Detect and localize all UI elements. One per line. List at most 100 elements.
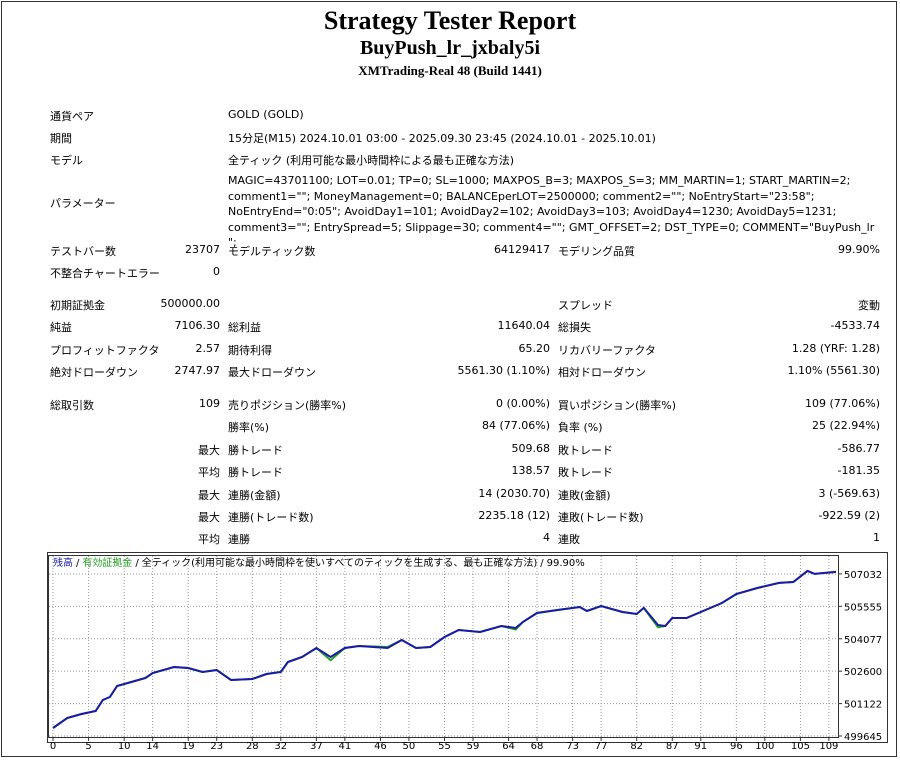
x-tick-label: 96 <box>730 741 743 752</box>
stat-value: 99.90% <box>838 243 880 256</box>
stat-value: 5561.30 (1.10%) <box>457 364 550 378</box>
plot-area <box>48 555 839 738</box>
stat-label: 売りポジション(勝率%) <box>228 399 347 412</box>
stat-value: -586.77 <box>837 441 880 455</box>
stat-label: 敗トレード <box>558 443 613 457</box>
stat-label: プロフィットファクタ <box>50 343 160 357</box>
stat-value: 1 <box>873 531 880 545</box>
info-value: GOLD (GOLD) <box>228 108 304 121</box>
stat-value: 平均 <box>198 466 220 480</box>
stat-value: 3 (-569.63) <box>818 486 880 500</box>
x-tick-label: 14 <box>146 741 159 752</box>
chart-border <box>47 552 888 743</box>
stat-label: テストバー数 <box>50 245 116 258</box>
legend-quality: 99.90% <box>547 558 585 569</box>
stat-label: モデルティック数 <box>228 245 316 258</box>
stat-label: 総損失 <box>558 321 591 335</box>
y-tick-label: 507032 <box>844 570 882 581</box>
stat-label: 純益 <box>50 321 72 335</box>
stat-value: 1.10% (5561.30) <box>787 364 880 378</box>
x-tick-label: 87 <box>666 741 679 752</box>
y-tick-label: 502600 <box>844 667 882 678</box>
info-value: MAGIC=43701100; LOT=0.01; TP=0; SL=1000;… <box>228 174 875 249</box>
x-tick-label: 0 <box>50 741 56 752</box>
x-tick-label: 19 <box>182 741 195 752</box>
x-tick-label: 105 <box>791 741 810 752</box>
legend-separator: / <box>540 558 544 569</box>
info-label: モデル <box>50 154 83 167</box>
stat-value: 2747.97 <box>174 364 221 378</box>
y-tick-label: 499645 <box>844 732 882 743</box>
x-tick-label: 23 <box>210 741 223 752</box>
expert-name: BuyPush_lr_jxbaly5i <box>359 37 541 59</box>
stat-value: 64129417 <box>494 243 550 256</box>
stat-value: 138.57 <box>511 464 551 478</box>
stat-value: 2235.18 (12) <box>478 509 550 522</box>
stat-value: 0 (0.00%) <box>495 397 550 410</box>
stat-label: 連勝(トレード数) <box>228 511 314 524</box>
legend-separator: / <box>135 558 139 569</box>
x-tick-label: 41 <box>338 741 351 752</box>
stat-value: 109 <box>199 397 220 410</box>
stat-label: 総取引数 <box>50 399 94 412</box>
legend: 残高 / 有効証拠金 / 全ティック(利用可能な最小時間枠を使いすべてのティックを生成す… <box>53 556 585 569</box>
stat-value: 最大 <box>198 443 220 457</box>
x-tick-label: 5 <box>85 741 91 752</box>
legend-entry: 有効証拠金 <box>82 556 132 569</box>
x-tick-label: 100 <box>755 741 774 752</box>
stat-value: 1.28 (YRF: 1.28) <box>791 341 880 355</box>
legend-entry: 残高 <box>53 556 73 569</box>
stat-value: 84 (77.06%) <box>481 419 550 433</box>
y-tick-label: 504077 <box>844 635 882 646</box>
info-label: パラメーター <box>50 197 116 210</box>
legend-model: 全ティック(利用可能な最小時間枠を使いすべてのティックを生成する、最も正確な方法… <box>142 556 538 569</box>
stat-label: 勝率(%) <box>228 421 270 435</box>
stat-value: 最大 <box>198 511 220 524</box>
stat-value: 4 <box>543 531 550 545</box>
stat-value: 0 <box>213 265 220 279</box>
y-tick-label: 505555 <box>844 602 882 613</box>
stat-value: 23707 <box>185 243 220 256</box>
x-tick-label: 64 <box>502 741 515 752</box>
stat-label: 最大ドローダウン <box>228 366 316 380</box>
stat-label: 総利益 <box>228 321 261 335</box>
report-title: Strategy Tester Report <box>323 6 577 35</box>
stat-value: 65.20 <box>518 341 551 355</box>
stat-label: 不整合チャートエラー <box>50 267 160 281</box>
legend-separator: / <box>76 558 80 569</box>
stat-value: -181.35 <box>837 464 880 478</box>
server-name: XMTrading-Real 48 (Build 1441) <box>358 63 542 78</box>
x-tick-label: 32 <box>274 741 287 752</box>
stat-label: モデリング品質 <box>558 245 635 258</box>
stat-label: 初期証拠金 <box>50 299 105 312</box>
x-tick-label: 37 <box>310 741 323 752</box>
stat-value: 11640.04 <box>497 319 551 333</box>
stat-value: 109 (77.06%) <box>804 397 880 410</box>
info-value: 全ティック (利用可能な最小時間枠による最も正確な方法) <box>228 154 515 167</box>
info-value: 15分足(M15) 2024.10.01 03:00 - 2025.09.30 … <box>228 132 656 145</box>
stat-label: 連勝 <box>228 533 250 547</box>
stat-label: リカバリーファクタ <box>558 343 656 357</box>
info-label: 通貨ペア <box>50 110 94 123</box>
x-tick-label: 10 <box>118 741 131 752</box>
stat-label: 連敗(金額) <box>558 488 611 502</box>
x-tick-label: 82 <box>630 741 643 752</box>
stat-value: 2.57 <box>195 341 221 355</box>
stat-label: 期待利得 <box>228 343 272 357</box>
x-tick-label: 46 <box>374 741 387 752</box>
stat-label: 勝トレード <box>228 443 283 457</box>
stat-value: 509.68 <box>511 441 551 455</box>
y-tick-label: 501122 <box>844 700 882 711</box>
stat-label: 勝トレード <box>228 466 283 480</box>
stat-label: 連敗(トレード数) <box>558 511 644 524</box>
stat-label: スプレッド <box>558 299 613 312</box>
stat-value: 変動 <box>858 299 880 312</box>
x-tick-label: 109 <box>819 741 838 752</box>
stat-value: 7106.30 <box>174 319 221 333</box>
stat-label: 連敗 <box>558 533 580 547</box>
stat-label: 絶対ドローダウン <box>50 366 138 380</box>
x-tick-label: 55 <box>438 741 451 752</box>
stat-value: 14 (2030.70) <box>478 486 550 500</box>
